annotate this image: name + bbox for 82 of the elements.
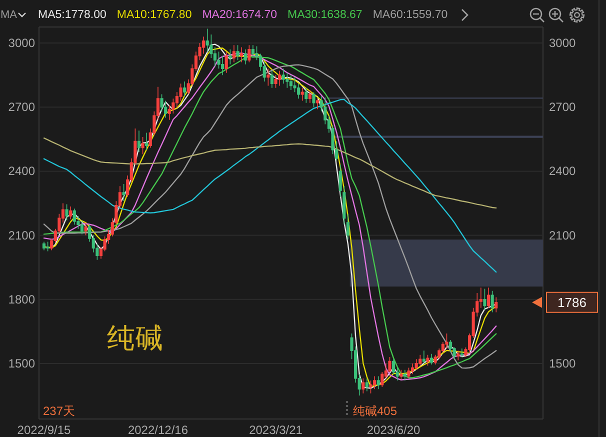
y-tick-label: 2100 <box>8 228 36 242</box>
y2-tick-label: 2400 <box>549 164 576 178</box>
candlestick <box>403 369 406 381</box>
y2-tick-label: 1500 <box>549 356 576 370</box>
candlestick <box>316 98 320 110</box>
text: MA20:1674.70 <box>202 9 278 21</box>
candlestick <box>312 92 316 108</box>
y2-tick-label: 3000 <box>549 36 576 50</box>
y2-tick-label: 2100 <box>549 228 576 242</box>
candlestick <box>42 241 46 251</box>
candlestick <box>80 220 84 235</box>
candlestick <box>369 380 372 394</box>
line-series <box>43 98 497 273</box>
candlestick <box>407 367 410 379</box>
candlestick <box>460 348 464 358</box>
candlestick <box>456 350 460 361</box>
y-tick-label: 1800 <box>8 292 36 306</box>
candlestick <box>422 350 426 364</box>
candlestick <box>486 287 490 308</box>
x-tick-label: 2023/3/21 <box>249 423 303 437</box>
candlestick <box>137 130 141 152</box>
candlestick <box>308 90 312 104</box>
candlestick <box>274 74 278 88</box>
candlestick <box>248 44 251 63</box>
candlestick <box>145 132 148 150</box>
candlestick <box>122 184 126 202</box>
candlestick <box>418 354 422 366</box>
candlestick <box>373 376 376 390</box>
candlestick <box>376 376 380 390</box>
candlestick <box>251 44 255 58</box>
candlestick <box>236 44 240 61</box>
candlestick <box>445 333 448 349</box>
candlestick <box>483 288 486 310</box>
text: MA60:1559.70 <box>372 9 448 21</box>
text: 1786 <box>558 294 586 310</box>
candlestick <box>84 222 88 236</box>
candlestick <box>430 353 434 365</box>
x-tick-label: 2022/12/16 <box>128 423 188 437</box>
candlestick <box>65 204 68 221</box>
annotation: 237天 <box>43 404 76 418</box>
y-tick-label: 1500 <box>8 356 36 370</box>
candlestick <box>400 369 403 380</box>
candlestick <box>240 46 244 63</box>
candlestick <box>304 87 308 104</box>
text: MA <box>0 9 18 21</box>
y2-tick-label: 2700 <box>549 100 576 114</box>
candlestick <box>414 358 418 370</box>
y-tick-label: 3000 <box>8 36 36 50</box>
candlestick <box>72 208 76 225</box>
candlestick <box>69 206 72 220</box>
x-tick-label: 2023/6/20 <box>366 423 421 437</box>
y-tick-label: 2700 <box>8 100 36 114</box>
candlestick <box>224 51 228 74</box>
y-tick-label: 2400 <box>8 164 36 178</box>
candlestick <box>232 44 236 63</box>
candlestick <box>300 87 304 102</box>
candlestick <box>183 81 186 97</box>
candlestick <box>411 363 414 375</box>
text: MA30:1638.67 <box>288 9 362 21</box>
line-series <box>43 137 497 209</box>
candlestick <box>289 74 292 90</box>
candlestick <box>270 70 274 88</box>
candlestick <box>282 68 285 84</box>
candlestick <box>490 290 494 313</box>
candlestick <box>365 378 368 392</box>
text: MA10:1767.80 <box>116 9 192 21</box>
candlestick <box>494 296 498 313</box>
candlestick <box>362 378 365 394</box>
candlestick <box>426 354 430 366</box>
legend-label: MA5:1778.00 <box>38 9 106 21</box>
candlestick <box>46 241 50 252</box>
candlestick <box>244 49 247 65</box>
candlestick <box>346 214 350 240</box>
annotation: 纯碱405 <box>353 404 398 418</box>
candlestick <box>141 136 144 155</box>
candlestick <box>228 49 232 65</box>
x-tick-label: 2022/9/15 <box>17 423 72 437</box>
annotation: 纯碱 <box>107 322 163 354</box>
candlestick <box>221 55 224 76</box>
candlestick <box>286 72 289 88</box>
candlestick <box>278 70 282 86</box>
candlestick <box>266 68 270 86</box>
